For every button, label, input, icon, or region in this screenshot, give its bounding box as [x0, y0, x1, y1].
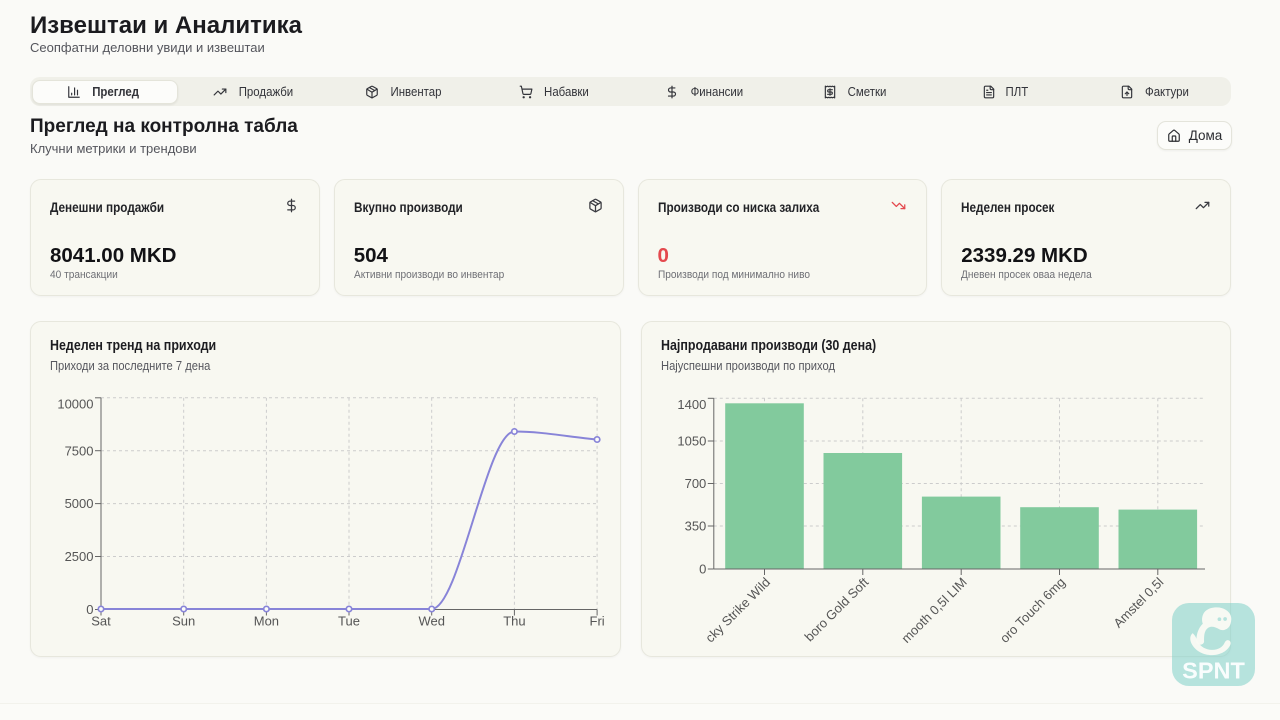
svg-text:SPNT: SPNT — [1182, 658, 1245, 684]
svg-text:0: 0 — [86, 602, 93, 617]
svg-text:Sun: Sun — [172, 613, 195, 628]
svg-text:Wed: Wed — [418, 613, 445, 628]
svg-text:Fri: Fri — [590, 613, 605, 628]
svg-text:Mon: Mon — [254, 613, 279, 628]
svg-text:Amstel 0,5l: Amstel 0,5l — [1110, 574, 1166, 630]
svg-text:mooth 0,5l LIM: mooth 0,5l LIM — [898, 575, 969, 646]
svg-text:350: 350 — [684, 519, 706, 534]
svg-text:Tue: Tue — [338, 613, 360, 628]
svg-text:10000: 10000 — [57, 397, 93, 412]
svg-text:700: 700 — [684, 476, 706, 491]
svg-text:7500: 7500 — [65, 443, 94, 458]
svg-text:cky Strike Wild: cky Strike Wild — [702, 575, 773, 646]
svg-text:5000: 5000 — [65, 496, 94, 511]
svg-text:Thu: Thu — [503, 613, 525, 628]
svg-text:1050: 1050 — [677, 434, 706, 449]
svg-text:1400: 1400 — [677, 397, 706, 412]
svg-text:oro Touch 6mg: oro Touch 6mg — [996, 575, 1067, 646]
svg-text:0: 0 — [699, 562, 706, 577]
svg-text:Sat: Sat — [91, 613, 111, 628]
svg-text:2500: 2500 — [65, 549, 94, 564]
svg-text:boro Gold Soft: boro Gold Soft — [801, 574, 871, 644]
